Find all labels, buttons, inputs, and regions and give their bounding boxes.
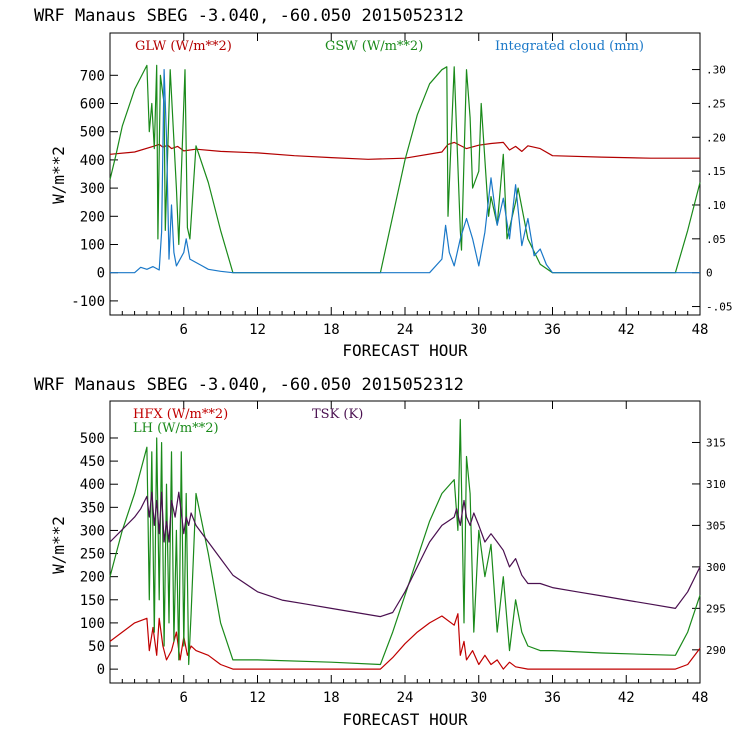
legend-tsk: TSK (K) [312,407,363,422]
x-tick-label: 48 [692,690,709,706]
y2-tick-label: .25 [706,97,726,110]
series-line-0 [109,141,700,160]
y-tick-label: 200 [80,209,105,225]
x-tick-label: 36 [544,322,561,338]
legend-lh: LH (W/m**2) [133,421,219,436]
x-tick-label: 18 [323,690,340,706]
y-axis-left: -100 0 100 200 300 400 500 600 700 [71,68,118,310]
y-tick-label: 700 [80,68,105,84]
panel-title: WRF Manaus SBEG -3.040, -60.050 20150523… [34,6,464,26]
x-axis: 6 12 18 24 30 36 42 48 [121,33,709,338]
panel-radiation: WRF Manaus SBEG -3.040, -60.050 20150523… [34,6,733,360]
series-line-2 [109,491,701,618]
x-axis: 6 12 18 24 30 36 42 48 [121,401,709,706]
y-tick-label: 500 [80,431,105,447]
x-axis-label: FORECAST HOUR [342,341,468,360]
plot-frame [109,400,701,684]
y-tick-label: 300 [80,181,105,197]
series-lines [109,64,701,274]
y-axis-label: W/m**2 [49,516,68,574]
x-tick-label: 6 [180,690,188,706]
y-axis-label: W/m**2 [49,146,68,204]
y-tick-label: 600 [80,97,105,113]
x-tick-label: 42 [618,690,635,706]
y2-tick-label: 315 [706,436,726,449]
y-tick-label: 400 [80,477,105,493]
y2-tick-label: 305 [706,519,726,532]
x-tick-label: 18 [323,322,340,338]
x-tick-label: 42 [618,322,635,338]
legend-hfx: HFX (W/m**2) [133,407,228,422]
y-axis-left: 0 50 100 150 200 250 300 350 400 450 500 [80,431,118,678]
x-tick-label: 6 [180,322,188,338]
y-tick-label: 500 [80,125,105,141]
y2-tick-label: 290 [706,644,726,657]
y2-tick-label: 0 [706,267,713,280]
x-tick-label: 24 [397,690,414,706]
y-tick-label: 300 [80,523,105,539]
y2-tick-label: .05 [706,233,726,246]
y2-tick-label: .20 [706,131,726,144]
y-tick-label: 250 [80,547,105,563]
y-tick-label: 50 [88,639,105,655]
x-tick-label: 12 [249,322,266,338]
panel-fluxes: WRF Manaus SBEG -3.040, -60.050 20150523… [34,375,726,729]
y-axis-right: -.05 0 .05 .10 .15 .20 .25 .30 [692,64,733,314]
x-tick-label: 24 [397,322,414,338]
series-line-0 [109,613,701,670]
y2-tick-label: 300 [706,561,726,574]
series-lines [109,418,701,670]
x-tick-label: 30 [470,322,487,338]
x-axis-label: FORECAST HOUR [342,710,468,729]
y2-tick-label: 295 [706,602,726,615]
y-tick-label: 350 [80,500,105,516]
x-tick-label: 48 [692,322,709,338]
series-line-1 [109,418,701,666]
y-tick-label: -100 [71,294,105,310]
y-tick-label: 100 [80,238,105,254]
y2-tick-label: 310 [706,478,726,491]
y-axis-right: 290 295 300 305 310 315 [692,436,726,657]
y-tick-label: 100 [80,616,105,632]
y-tick-label: 150 [80,593,105,609]
legend-gsw: GSW (W/m**2) [325,39,423,54]
panel-title: WRF Manaus SBEG -3.040, -60.050 20150523… [34,375,464,395]
x-tick-label: 12 [249,690,266,706]
y-tick-label: 0 [97,266,105,282]
legend-cloud: Integrated cloud (mm) [495,39,644,54]
y2-tick-label: -.05 [706,301,733,314]
y2-tick-label: .15 [706,165,726,178]
y2-tick-label: .30 [706,64,726,77]
x-tick-label: 30 [470,690,487,706]
y2-tick-label: .10 [706,199,726,212]
y-tick-label: 400 [80,153,105,169]
y-tick-label: 200 [80,570,105,586]
legend-glw: GLW (W/m**2) [135,39,232,54]
y-tick-label: 450 [80,454,105,470]
series-line-1 [109,64,701,274]
y-tick-label: 0 [97,662,105,678]
series-line-2 [110,69,700,274]
x-tick-label: 36 [544,690,561,706]
